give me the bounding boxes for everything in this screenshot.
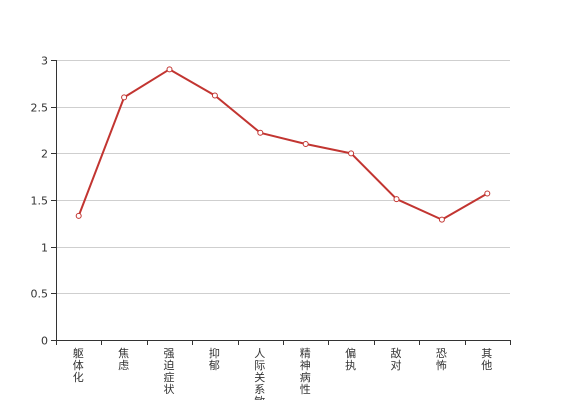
x-tick-label: 敌对 (391, 346, 402, 372)
y-tick-label: 0 (41, 335, 48, 348)
y-tick-label: 0.5 (31, 288, 49, 301)
data-point (121, 94, 128, 101)
x-tick-label: 偏执 (345, 346, 356, 372)
data-point (484, 190, 491, 197)
data-point (348, 150, 355, 157)
x-tick-label: 恐怖 (436, 347, 447, 372)
data-point (166, 66, 173, 73)
y-tick-label: 2 (41, 148, 48, 161)
data-point (211, 92, 218, 99)
x-tick-label: 其他 (481, 347, 492, 372)
data-point (75, 212, 82, 219)
y-axis: 0 0.5 1 1.5 2 2.5 3 (31, 55, 57, 348)
data-point (257, 129, 264, 136)
y-tick-label: 1 (41, 242, 48, 255)
data-point (393, 196, 400, 203)
series-layer (75, 66, 491, 223)
x-tick-label: 焦虑 (118, 347, 129, 372)
y-tick-label: 2.5 (31, 102, 49, 115)
x-tick-label: 躯体化 (73, 347, 84, 384)
y-tick-label: 1.5 (31, 195, 49, 208)
series-line (77, 68, 488, 221)
x-tick-label: 抑郁 (209, 346, 220, 372)
data-point (302, 141, 309, 147)
x-tick-label: 精神病性 (300, 347, 311, 396)
x-tick-label: 强迫症状 (164, 347, 175, 396)
y-tick-label: 3 (41, 55, 48, 68)
x-axis: 躯体化 焦虑 强迫症状 抑郁 人际关系敏感 精神病性 偏执 敌对 恐怖 其他 (56, 340, 511, 400)
x-tick-label: 人际关系敏感 (254, 347, 265, 400)
grid-lines (56, 60, 510, 294)
data-point (438, 216, 445, 223)
